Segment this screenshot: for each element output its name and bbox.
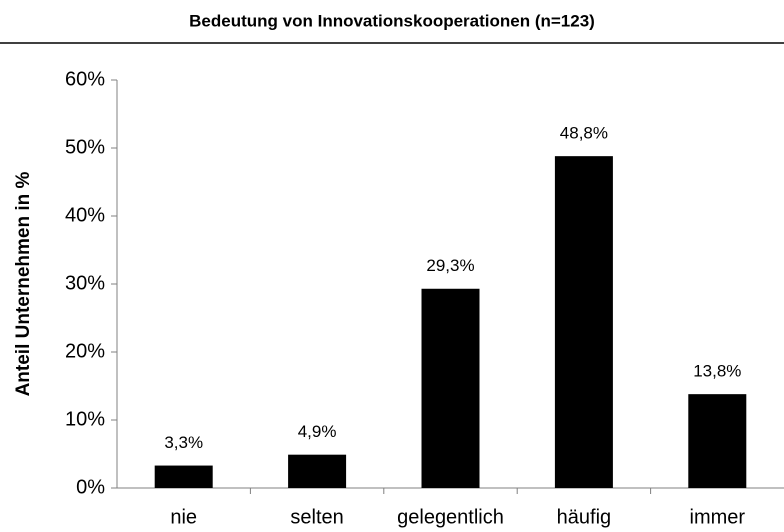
y-tick-label: 0%: [76, 476, 105, 498]
chart-title: Bedeutung von Innovationskooperationen (…: [189, 11, 595, 30]
x-tick-label: nie: [170, 506, 197, 528]
bar: [288, 454, 347, 488]
x-tick-label: immer: [690, 506, 746, 528]
y-tick-label: 60%: [65, 68, 105, 90]
y-tick-label: 40%: [65, 204, 105, 226]
y-tick-label: 20%: [65, 340, 105, 362]
data-label: 4,9%: [298, 422, 337, 441]
bar: [154, 465, 213, 488]
data-label: 3,3%: [164, 433, 203, 452]
data-label: 29,3%: [426, 256, 474, 275]
bar: [554, 156, 613, 488]
bar: [421, 288, 480, 488]
bar: [688, 394, 747, 488]
y-tick-label: 50%: [65, 136, 105, 158]
y-tick-label: 30%: [65, 272, 105, 294]
x-tick-label: gelegentlich: [397, 506, 504, 528]
x-tick-label: häufig: [557, 506, 612, 528]
y-tick-label: 10%: [65, 408, 105, 430]
x-tick-label: selten: [290, 506, 343, 528]
y-axis-label: Anteil Unternehmen in %: [13, 171, 34, 396]
data-label: 48,8%: [560, 124, 608, 143]
data-label: 13,8%: [693, 362, 741, 381]
